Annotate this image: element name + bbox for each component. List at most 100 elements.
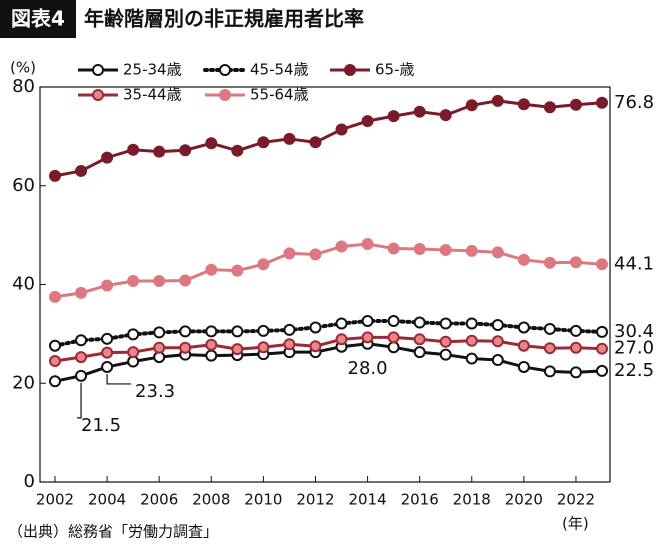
series-line [53, 319, 604, 348]
data-point [361, 331, 374, 344]
data-point [309, 340, 322, 353]
data-point [465, 334, 478, 347]
data-point [596, 325, 608, 338]
x-tick-label: 2010 [244, 491, 282, 509]
data-point [335, 333, 348, 346]
data-point [179, 341, 192, 354]
x-axis-label: (年) [562, 515, 589, 533]
data-point [205, 349, 218, 362]
series-line [54, 99, 603, 178]
x-tick-label: 2014 [348, 491, 386, 509]
data-point [569, 98, 582, 111]
x-tick-label: 2008 [192, 491, 230, 509]
data-point [205, 325, 218, 338]
data-point [569, 341, 582, 354]
legend-label: 55-64歳 [250, 86, 309, 104]
data-point [335, 123, 348, 136]
data-point [361, 315, 374, 328]
legend-label: 65-歳 [375, 61, 415, 79]
value-label: 22.5 [614, 360, 654, 381]
data-point [283, 247, 296, 260]
data-point [465, 244, 478, 257]
data-point [231, 325, 244, 338]
title-tag: 図表4 [11, 7, 65, 31]
x-tick-label: 2006 [140, 491, 178, 509]
data-point [569, 256, 582, 269]
data-point [439, 348, 452, 361]
data-point [101, 332, 114, 345]
legend-marker [219, 64, 231, 76]
data-point [439, 335, 452, 348]
data-point [75, 164, 88, 177]
x-tick-label: 2018 [453, 491, 491, 509]
data-point [75, 351, 88, 364]
data-point [127, 143, 140, 156]
legend-marker [219, 89, 231, 101]
data-point [309, 321, 322, 334]
leader-line [77, 382, 82, 419]
data-point [439, 317, 452, 330]
data-point [257, 258, 270, 271]
data-point [517, 360, 530, 373]
data-point [75, 286, 88, 299]
data-point [127, 328, 140, 341]
data-point [465, 99, 478, 112]
data-point [517, 98, 530, 111]
data-point [596, 258, 608, 271]
data-point [596, 342, 608, 355]
data-point [283, 132, 296, 145]
y-tick-label: 20 [12, 372, 35, 393]
data-point [335, 317, 348, 330]
data-point [179, 144, 192, 157]
data-point [205, 137, 218, 150]
data-point [153, 341, 166, 354]
data-point [517, 339, 530, 352]
data-point [387, 315, 400, 328]
data-point [491, 354, 504, 367]
data-point [413, 242, 426, 255]
data-point [257, 341, 270, 354]
x-tick-label: 2016 [401, 491, 439, 509]
data-point [491, 94, 504, 107]
data-point [465, 352, 478, 365]
legend-label: 45-54歳 [250, 61, 309, 79]
series-line [54, 335, 603, 363]
y-axis-label: (%) [10, 59, 36, 77]
x-tick-label: 2020 [505, 491, 543, 509]
value-label: 44.1 [614, 253, 654, 274]
data-point [49, 339, 61, 352]
data-point [413, 316, 426, 329]
legend-marker [344, 64, 356, 76]
legend-label: 25-34歳 [123, 61, 182, 79]
y-tick-label: 80 [12, 76, 35, 97]
data-point [101, 346, 114, 359]
data-point [596, 96, 608, 109]
data-point [75, 369, 88, 382]
data-point [596, 364, 608, 377]
data-point [101, 151, 114, 164]
data-point [49, 290, 61, 303]
data-point [205, 338, 218, 351]
data-point [283, 323, 296, 336]
source: （出典）総務省「労働力調査」 [8, 523, 218, 541]
data-point [283, 338, 296, 351]
data-point [335, 240, 348, 253]
data-point [75, 334, 88, 347]
data-point [387, 341, 400, 354]
data-point [309, 248, 322, 261]
series-line [54, 242, 603, 299]
data-point [517, 321, 530, 334]
value-label: 27.0 [614, 338, 654, 359]
data-point [465, 317, 478, 330]
data-point [517, 253, 530, 266]
data-point [387, 242, 400, 255]
title-tag-box [0, 0, 76, 38]
data-point [387, 331, 400, 344]
data-point [257, 324, 270, 337]
data-point [49, 169, 61, 182]
data-point [179, 325, 192, 338]
data-point [101, 360, 114, 373]
data-point [439, 109, 452, 122]
y-tick-label: 0 [24, 471, 35, 492]
